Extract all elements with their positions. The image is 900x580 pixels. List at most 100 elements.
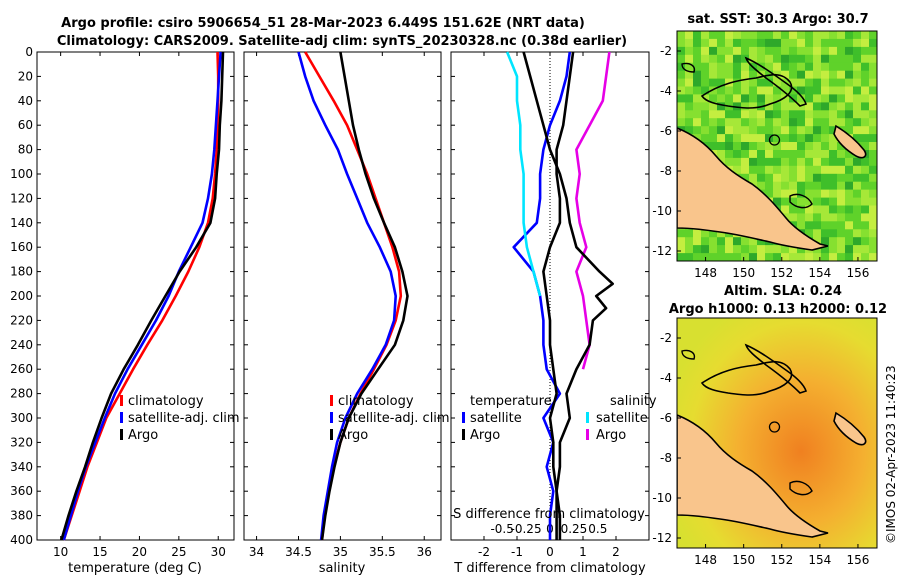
sst-cell — [813, 229, 822, 238]
sst-cell — [693, 46, 702, 56]
sst-cell — [797, 110, 806, 119]
sst-cell — [861, 213, 870, 222]
sst-cell — [765, 62, 774, 72]
sst-cell — [813, 94, 822, 103]
sst-cell — [725, 157, 734, 167]
sst-cell — [789, 157, 798, 167]
legend-swatch-temp-satellite — [462, 412, 465, 423]
legend-swatch-satellite — [120, 412, 123, 423]
sst-cell — [797, 62, 806, 72]
sst-cell — [741, 237, 750, 246]
sst-cell — [773, 253, 782, 261]
map-x-tick-label: 148 — [694, 266, 717, 280]
sst-cell — [789, 38, 798, 48]
map-y-tick-label: -4 — [660, 371, 672, 385]
sst-cell — [821, 46, 830, 56]
sst-cell — [693, 31, 702, 40]
sst-cell — [829, 142, 838, 151]
sst-cell — [701, 110, 710, 119]
sst-cell — [725, 237, 734, 246]
sst-cell — [685, 253, 694, 261]
sst-cell — [797, 157, 806, 167]
legend-swatch-sal-satellite — [586, 412, 589, 423]
sst-cell — [829, 54, 838, 64]
sst-cell — [829, 197, 838, 206]
sst-cell — [709, 54, 718, 64]
sst-cell — [797, 197, 806, 206]
sst-cell — [869, 54, 877, 64]
sst-cell — [805, 102, 814, 111]
sst-cell — [757, 134, 766, 143]
y-tick-label: 280 — [10, 387, 33, 401]
sst-cell — [813, 62, 822, 72]
sst-cell — [693, 54, 702, 64]
sst-cell — [829, 157, 838, 167]
sst-cell — [773, 54, 782, 64]
sst-cell — [685, 126, 694, 135]
sst-cell — [797, 142, 806, 151]
sst-cell — [773, 189, 782, 198]
imos-credit: ©IMOS 02-Apr-2023 11:40:23 — [884, 365, 898, 544]
sst-cell — [837, 142, 846, 151]
sst-cell — [781, 102, 790, 111]
sst-cell — [829, 245, 838, 254]
sst-cell — [837, 46, 846, 56]
sst-cell — [677, 102, 686, 111]
sst-cell — [781, 134, 790, 143]
sst-cell — [845, 205, 854, 214]
sst-cell — [869, 94, 877, 103]
sst-cell — [685, 62, 694, 72]
land-bougainville — [833, 124, 867, 159]
sst-cell — [685, 94, 694, 103]
sst-cell — [741, 78, 750, 87]
sst-cell — [869, 150, 877, 159]
sst-cell — [781, 38, 790, 48]
sst-cell — [821, 126, 830, 135]
sst-cell — [797, 181, 806, 191]
sst-cell — [701, 62, 710, 72]
sst-cell — [749, 31, 758, 40]
sst-cell — [821, 38, 830, 48]
sst-cell — [733, 94, 742, 103]
sst-cell — [845, 157, 854, 167]
sst-cell — [837, 78, 846, 87]
sst-cell — [701, 118, 710, 127]
sst-cell — [797, 213, 806, 222]
sst-cell — [853, 86, 862, 95]
sst-cell — [733, 150, 742, 159]
sst-cell — [725, 150, 734, 159]
y-tick-label: 60 — [18, 118, 33, 132]
sst-cell — [805, 189, 814, 198]
series-line-argo — [60, 51, 225, 541]
series-line-salinity-argo-minus-satellite — [522, 51, 615, 540]
sst-cell — [837, 253, 846, 261]
sst-cell — [677, 31, 686, 40]
sst-cell — [837, 197, 846, 206]
sst-cell — [861, 142, 870, 151]
sst-cell — [773, 157, 782, 167]
sst-cell — [685, 245, 694, 254]
sst-cell — [741, 62, 750, 72]
sst-cell — [869, 189, 877, 198]
sst-cell — [789, 245, 798, 254]
sst-cell — [829, 94, 838, 103]
sst-cell — [709, 46, 718, 56]
argo-position-marker — [768, 134, 781, 146]
land-new-ireland — [744, 56, 808, 107]
sst-cell — [693, 229, 702, 238]
sst-cell — [765, 173, 774, 183]
x-tick-label: 15 — [92, 545, 107, 559]
sst-cell — [773, 142, 782, 151]
sst-cell — [805, 213, 814, 222]
x-tick-label: 30 — [211, 545, 226, 559]
map-y-tick-label: -2 — [660, 44, 672, 58]
sla-map-axes — [676, 317, 878, 549]
sst-cell — [773, 245, 782, 254]
sst-cell — [717, 229, 726, 238]
sst-cell — [837, 62, 846, 72]
sst-map-panel: sat. SST: 30.3 Argo: 30.7 148 150 152 154 15… — [652, 12, 878, 280]
sst-cell — [749, 38, 758, 48]
sst-cell — [805, 78, 814, 87]
sst-cell — [853, 181, 862, 191]
